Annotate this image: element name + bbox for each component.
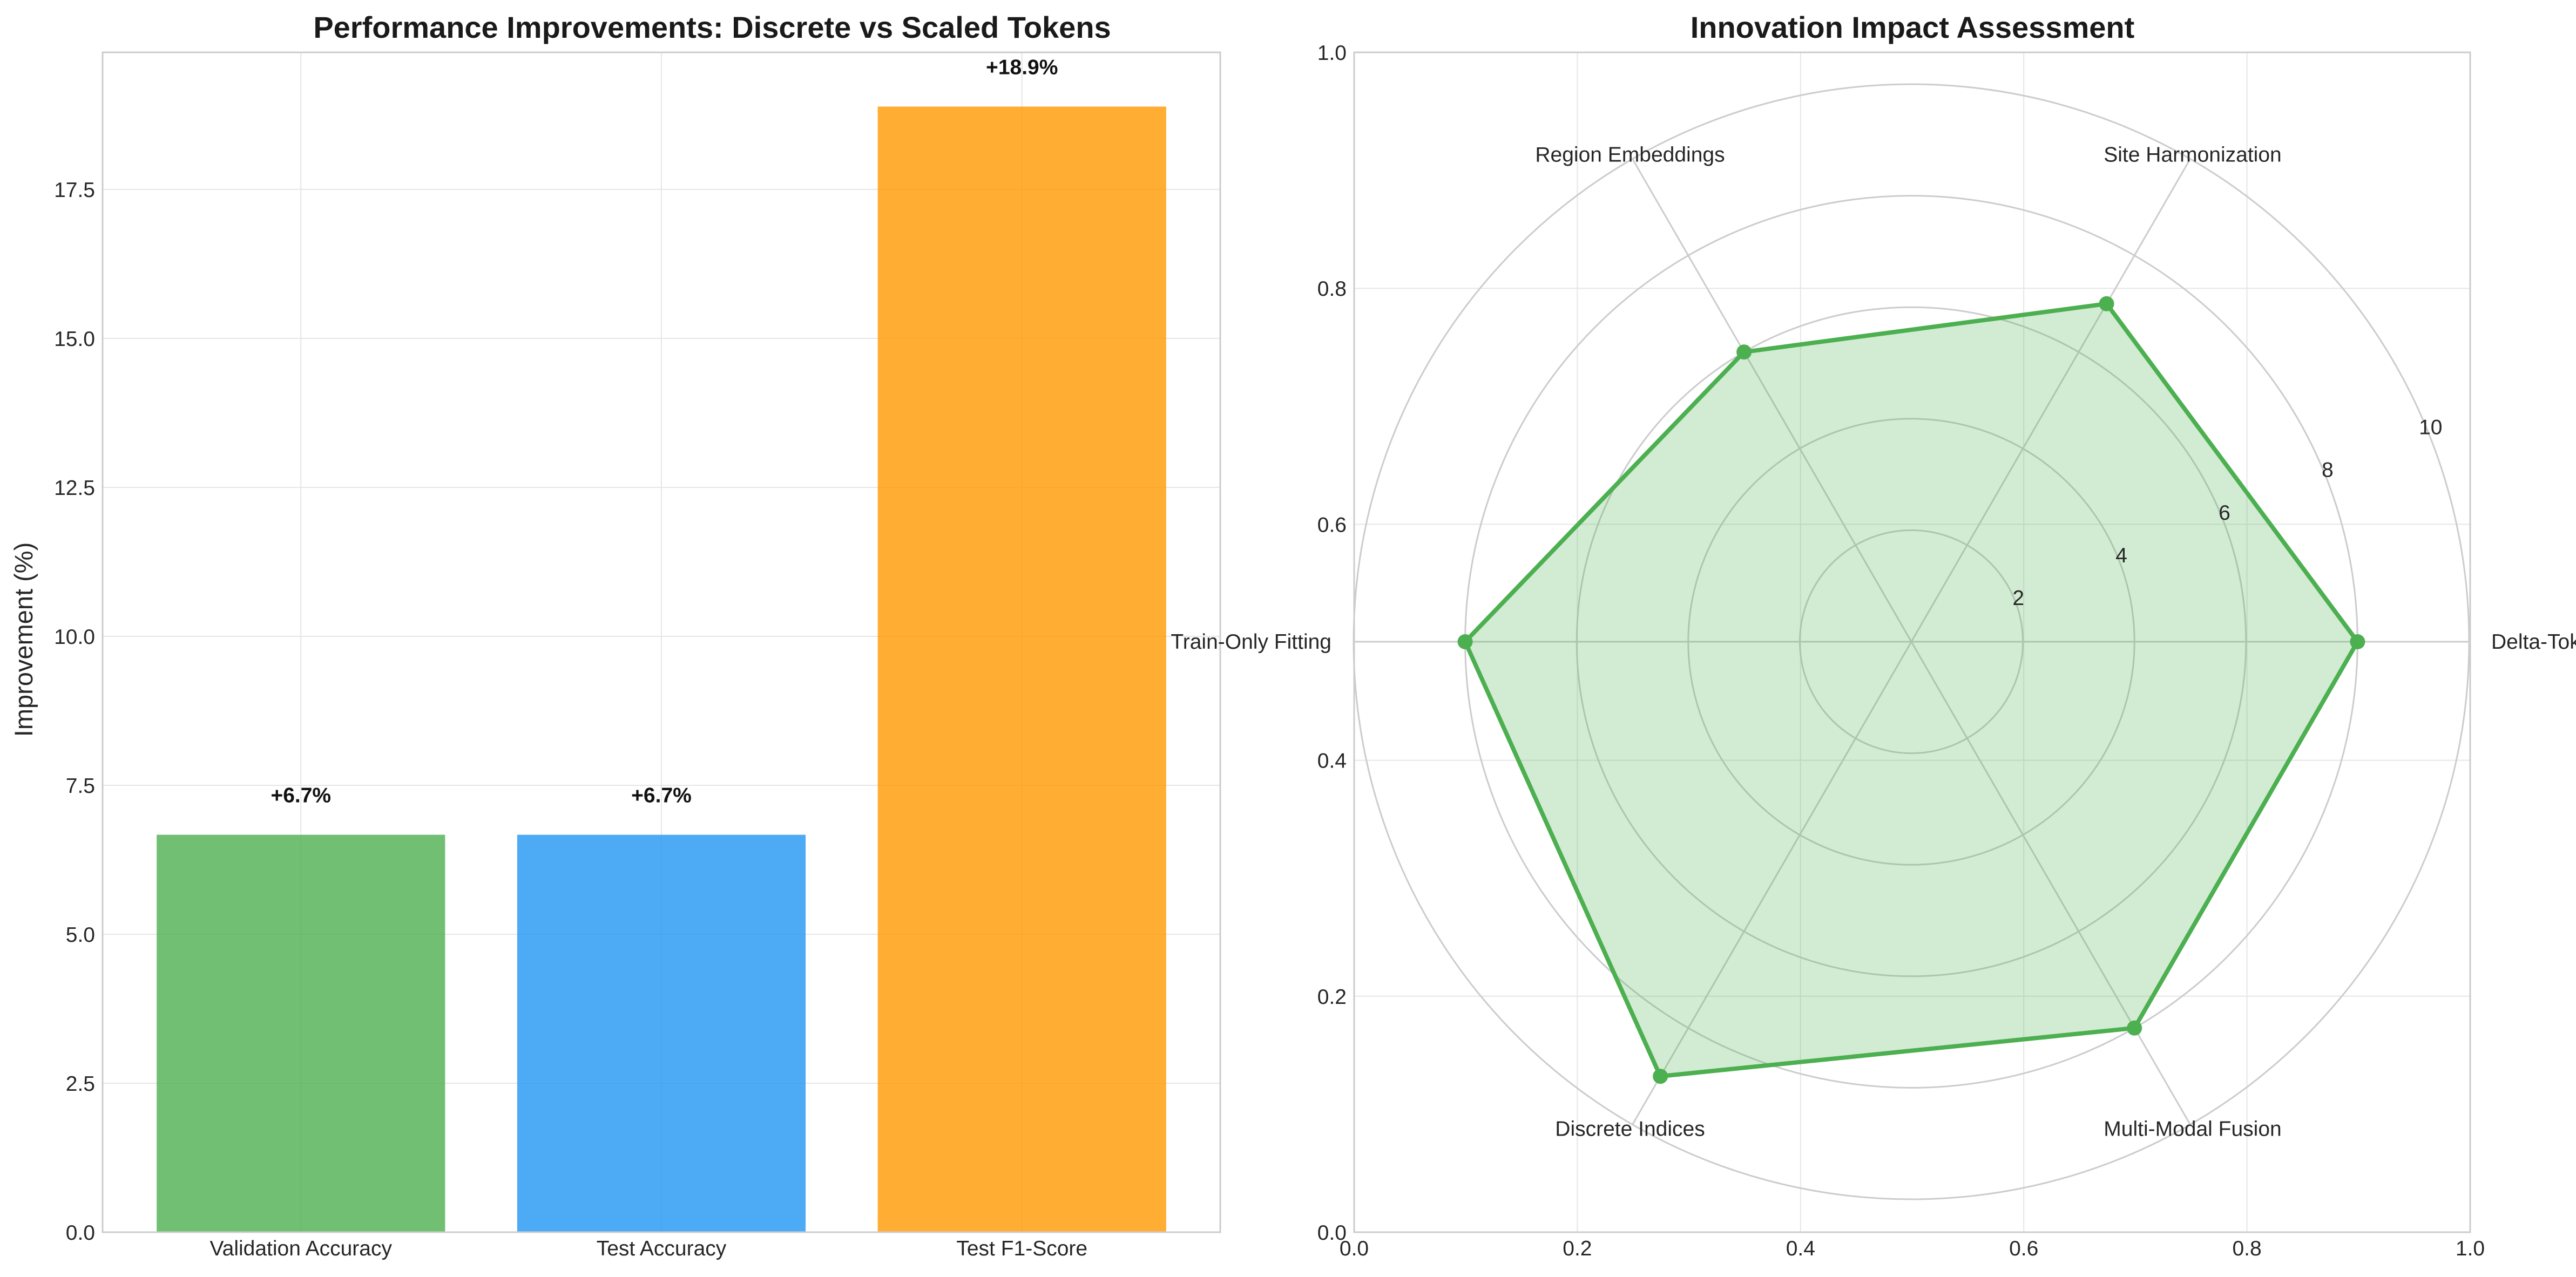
radar-bg-x-tick-label: 0.2 <box>1563 1237 1592 1260</box>
bar-data-label: +6.7% <box>271 784 331 807</box>
bar-x-tick-label: Validation Accuracy <box>210 1237 393 1260</box>
radar-bg-y-tick-label: 0.8 <box>1317 277 1347 301</box>
bar-chart-title: Performance Improvements: Discrete vs Sc… <box>313 10 1111 44</box>
radar-point-delta-tokens <box>2350 634 2365 649</box>
bar-y-tick-label: 0.0 <box>66 1221 95 1245</box>
bar-data-label: +18.9% <box>986 56 1058 79</box>
radar-category-region-embeddings: Region Embeddings <box>1535 144 1725 167</box>
radar-r-tick-label: 10 <box>2419 416 2442 439</box>
radar-bg-y-tick-label: 1.0 <box>1317 42 1347 65</box>
radar-bg-x-tick-label: 1.0 <box>2456 1237 2485 1260</box>
radar-r-tick-label: 8 <box>2322 459 2334 482</box>
bar-x-tick-label: Test Accuracy <box>597 1237 727 1260</box>
radar-radial-ticks: 2 4 6 8 10 <box>2012 416 2442 610</box>
radar-point-region-embeddings <box>1736 344 1752 360</box>
bar-chart: Performance Improvements: Discrete vs Sc… <box>9 10 1221 1260</box>
radar-spoke <box>1632 641 1912 1125</box>
bar-plot-frame <box>102 51 1221 1233</box>
radar-category-multi-modal-fusion: Multi-Modal Fusion <box>2104 1117 2281 1140</box>
radar-chart-title: Innovation Impact Assessment <box>1691 10 2135 44</box>
bar-y-axis-ticks: 0.0 2.5 5.0 7.5 10.0 12.5 15.0 17.5 <box>54 179 95 1245</box>
radar-r-tick-label: 2 <box>2012 587 2024 610</box>
bar-data-labels: +6.7% +6.7% +18.9% <box>271 56 1058 807</box>
radar-bg-y-tick-label: 0.4 <box>1317 750 1347 773</box>
radar-spoke <box>1910 641 2191 1125</box>
radar-bg-x-tick-label: 0.6 <box>2009 1237 2038 1260</box>
bar-test-f1-score <box>877 106 1166 1232</box>
bar-x-axis-ticks: Validation Accuracy Test Accuracy Test F1-… <box>210 1237 1088 1260</box>
radar-category-labels: Delta-Tokens Site Harmonization Region Emb… <box>1171 144 2576 1141</box>
radar-category-discrete-indices: Discrete Indices <box>1555 1117 1705 1140</box>
radar-point-discrete-indices <box>1653 1069 1668 1084</box>
radar-series <box>1457 296 2365 1084</box>
radar-bg-y-tick-label: 0.0 <box>1317 1221 1347 1245</box>
radar-r-tick-label: 4 <box>2115 544 2127 567</box>
radar-category-delta-tokens: Delta-Tokens <box>2491 630 2576 654</box>
radar-chart: Innovation Impact Assessment 0.00.0 0.2 0.… <box>1171 10 2576 1260</box>
bar-test-accuracy <box>517 834 806 1232</box>
radar-bg-x-tick-label: 0.4 <box>1786 1237 1815 1260</box>
bar-y-tick-label: 10.0 <box>54 626 95 649</box>
radar-point-site-harmonization <box>2099 296 2114 311</box>
radar-r-tick-label: 6 <box>2219 501 2230 525</box>
bar-y-tick-label: 15.0 <box>54 328 95 351</box>
bar-y-tick-label: 7.5 <box>66 775 95 798</box>
radar-point-multi-modal-fusion <box>2127 1020 2142 1036</box>
radar-bg-x-tick-label: 0.0 <box>1340 1237 1369 1260</box>
bar-y-tick-label: 17.5 <box>54 179 95 202</box>
bar-y-tick-label: 5.0 <box>66 923 95 947</box>
bar-y-tick-label: 12.5 <box>54 477 95 500</box>
bar-validation-accuracy <box>157 834 445 1232</box>
bar-data-label: +6.7% <box>631 784 692 807</box>
bar-x-tick-label: Test F1-Score <box>956 1237 1087 1260</box>
radar-spoke <box>1910 158 2191 642</box>
bar-y-axis-label: Improvement (%) <box>9 542 38 737</box>
radar-bg-y-tick-label: 0.2 <box>1317 986 1347 1009</box>
radar-category-site-harmonization: Site Harmonization <box>2104 144 2281 167</box>
radar-bg-y-tick-label: 0.6 <box>1317 513 1347 536</box>
bar-series <box>157 106 1166 1232</box>
radar-point-train-only-fitting <box>1457 634 1473 649</box>
radar-bg-x-tick-label: 0.8 <box>2232 1237 2261 1260</box>
radar-spoke <box>1632 158 1912 642</box>
radar-category-train-only-fitting: Train-Only Fitting <box>1171 630 1331 654</box>
radar-area <box>1465 303 2358 1077</box>
bar-y-tick-label: 2.5 <box>66 1072 95 1096</box>
